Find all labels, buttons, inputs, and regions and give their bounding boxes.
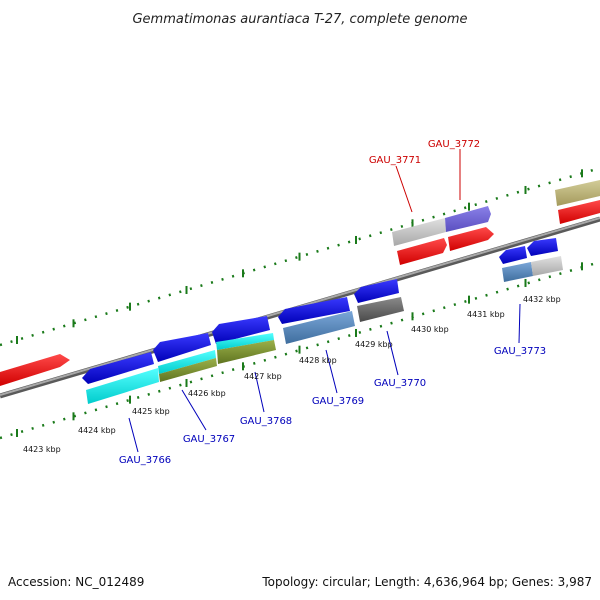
gene-label-gau-3768[interactable]: GAU_3768 [240,416,292,427]
tick-label: 4429 kbp [355,340,393,349]
gene-feature-blue[interactable] [499,246,527,264]
accession-text: Accession: NC_012489 [8,575,144,589]
major-ticks [16,169,583,437]
tick-label: 4430 kbp [411,325,449,334]
gene-feature-blue[interactable] [82,352,154,384]
gene-feature-red[interactable] [397,238,447,265]
gene-features [0,180,600,404]
tick-labels: 4423 kbp 4424 kbp 4425 kbp 4426 kbp 4427… [23,295,561,454]
map-title: Gemmatimonas aurantiaca T-27, complete g… [132,12,467,27]
genome-summary-text: Topology: circular; Length: 4,636,964 bp… [261,575,592,589]
gene-feature-red[interactable] [0,354,70,386]
gene-feature-olive[interactable] [217,340,276,364]
tick-label: 4432 kbp [523,295,561,304]
gene-feature-red[interactable] [448,227,494,251]
tick-label: 4426 kbp [188,389,226,398]
gene-feature-khaki[interactable] [555,180,600,206]
gene-label-gau-3769[interactable]: GAU_3769 [312,396,364,407]
gene-label-gau-3767[interactable]: GAU_3767 [183,434,235,445]
gene-feature-steel[interactable] [283,311,355,344]
gene-feature-blue[interactable] [153,333,211,362]
gene-label-gau-3770[interactable]: GAU_3770 [374,378,426,389]
gene-feature-blue[interactable] [278,297,350,324]
gene-label-gau-3771[interactable]: GAU_3771 [369,155,421,166]
gene-label-gau-3773[interactable]: GAU_3773 [494,346,546,357]
gene-label-gau-3772[interactable]: GAU_3772 [428,139,480,150]
tick-label: 4427 kbp [244,372,282,381]
gene-feature-blue[interactable] [527,238,558,256]
gene-feature-red[interactable] [558,200,600,224]
tick-label: 4431 kbp [467,310,505,319]
gene-feature-blue[interactable] [354,279,399,303]
gene-feature-cyan[interactable] [86,368,159,404]
tick-label: 4423 kbp [23,445,61,454]
tick-label: 4425 kbp [132,407,170,416]
tick-label: 4428 kbp [299,356,337,365]
gene-feature-gray[interactable] [531,256,563,276]
tick-label: 4424 kbp [78,426,116,435]
gene-feature-blue[interactable] [212,316,270,344]
gene-feature-steel[interactable] [502,262,533,282]
gene-feature-cyan[interactable] [158,350,216,374]
gene-leader-lines [128,149,521,453]
gene-feature-olive[interactable] [159,358,217,382]
gene-feature-darkgray[interactable] [357,297,404,322]
gene-labels: GAU_3766 GAU_3767 GAU_3768 GAU_3769 GAU_… [119,139,546,466]
gene-label-gau-3766[interactable]: GAU_3766 [119,455,171,466]
gene-feature-gray[interactable] [392,218,446,246]
gene-feature-purple[interactable] [445,206,491,232]
gene-feature-cyan[interactable] [216,333,274,350]
